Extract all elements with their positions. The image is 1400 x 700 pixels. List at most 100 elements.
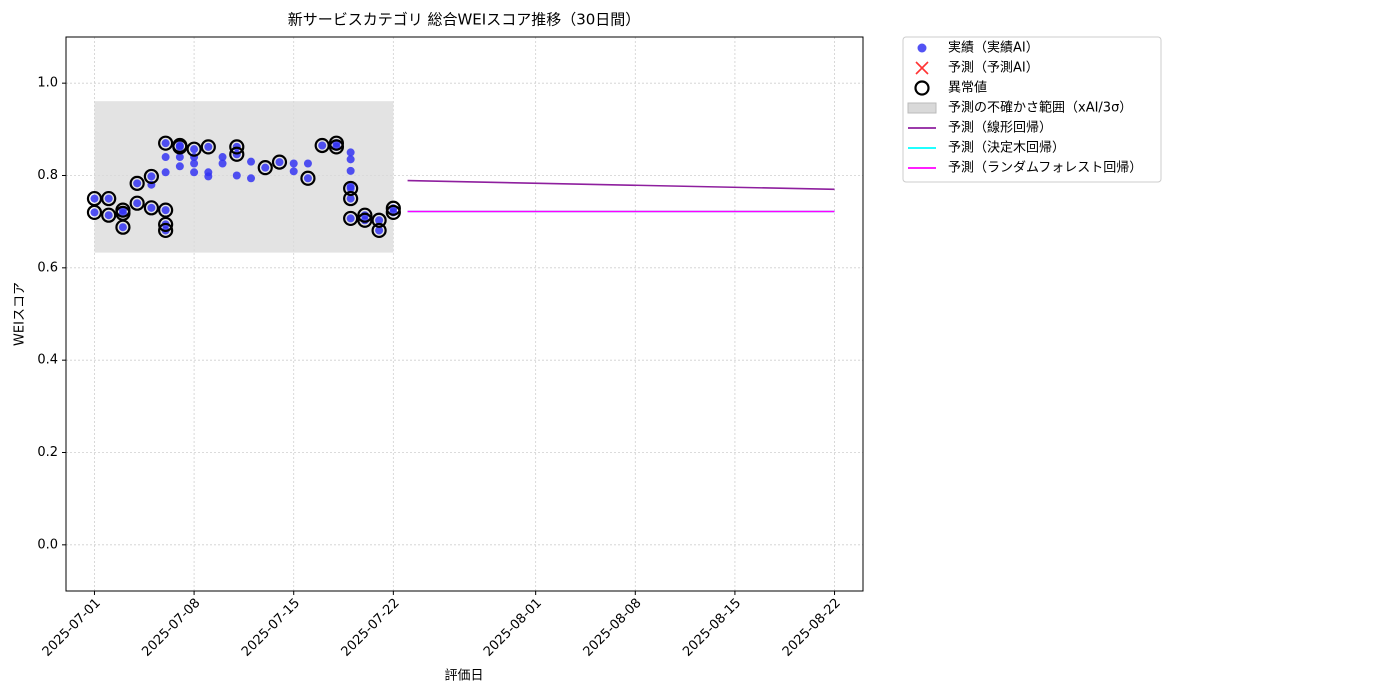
anomaly-marker bbox=[271, 154, 288, 170]
anomaly-marker bbox=[385, 200, 401, 216]
anomaly-marker bbox=[86, 204, 103, 221]
actual-point bbox=[104, 211, 113, 220]
anomaly-marker bbox=[200, 139, 216, 155]
actual-point bbox=[303, 159, 312, 168]
anomaly-marker bbox=[229, 139, 245, 155]
y-tick-label: 1.0 bbox=[37, 76, 58, 91]
anomaly-marker bbox=[357, 207, 373, 223]
anomaly-marker bbox=[158, 216, 174, 233]
anomaly-marker bbox=[328, 139, 345, 155]
actual-point bbox=[90, 194, 99, 203]
actual-point bbox=[289, 159, 298, 168]
actual-point bbox=[232, 171, 241, 180]
x-tick-label: 2025-07-08 bbox=[139, 596, 203, 660]
actual-point bbox=[247, 174, 256, 183]
anomaly-marker bbox=[300, 170, 316, 186]
actual-point bbox=[247, 157, 256, 166]
y-tick-label: 0.0 bbox=[37, 537, 58, 552]
legend-marker bbox=[907, 102, 937, 114]
x-tick-label: 2025-07-22 bbox=[339, 596, 403, 660]
actual-point bbox=[261, 163, 270, 172]
anomaly-marker bbox=[158, 202, 174, 218]
anomaly-marker bbox=[115, 219, 131, 235]
actual-point bbox=[133, 199, 142, 208]
actual-point bbox=[175, 153, 184, 162]
actual-point bbox=[175, 142, 184, 151]
legend-marker bbox=[917, 43, 927, 53]
x-tick-label: 2025-08-01 bbox=[481, 596, 545, 660]
actual-point bbox=[204, 172, 213, 181]
anomaly-marker bbox=[129, 195, 145, 211]
legend-label: 予測（ランダムフォレスト回帰） bbox=[948, 160, 1142, 176]
actual-point bbox=[133, 179, 142, 188]
actual-point bbox=[275, 158, 284, 167]
actual-point bbox=[375, 226, 384, 235]
anomaly-marker bbox=[158, 135, 174, 151]
anomaly-marker bbox=[314, 137, 330, 154]
forecast-line bbox=[407, 179, 835, 191]
actual-point bbox=[147, 172, 156, 181]
anomaly-marker bbox=[186, 141, 202, 157]
x-axis-label: 評価日 bbox=[444, 669, 483, 684]
actual-point bbox=[346, 155, 355, 164]
actual-point bbox=[104, 194, 113, 203]
actual-point bbox=[190, 145, 199, 154]
anomaly-marker bbox=[101, 190, 117, 207]
actual-point bbox=[218, 159, 227, 168]
anomaly-marker bbox=[343, 190, 359, 207]
anomaly-marker bbox=[143, 200, 159, 216]
actual-point bbox=[289, 167, 298, 176]
anomaly-marker bbox=[158, 222, 174, 239]
actual-point bbox=[346, 166, 355, 175]
y-axis-label: WEIスコア bbox=[13, 282, 28, 346]
actual-point bbox=[161, 206, 170, 215]
y-tick-label: 0.8 bbox=[37, 168, 58, 183]
x-tick-label: 2025-08-22 bbox=[780, 596, 844, 660]
actual-point bbox=[375, 216, 384, 225]
anomaly-marker bbox=[101, 207, 117, 223]
x-tick-label: 2025-07-15 bbox=[239, 596, 303, 660]
legend-label: 予測（決定木回帰） bbox=[948, 140, 1065, 156]
anomaly-marker bbox=[371, 222, 387, 239]
actual-point bbox=[190, 159, 199, 168]
actual-point bbox=[218, 153, 227, 162]
actual-point bbox=[346, 182, 355, 191]
legend-label: 予測の不確かさ範囲（xAI/3σ） bbox=[948, 100, 1132, 116]
legend-label: 実績（実績AI） bbox=[948, 40, 1039, 56]
actual-point bbox=[161, 168, 170, 177]
x-tick-label: 2025-08-08 bbox=[581, 596, 645, 660]
anomaly-marker bbox=[257, 160, 273, 176]
actual-point bbox=[346, 148, 355, 157]
actual-point bbox=[161, 153, 170, 162]
anomaly-marker bbox=[371, 212, 387, 228]
actual-point bbox=[204, 142, 213, 151]
actual-point bbox=[303, 174, 312, 183]
actual-point bbox=[90, 208, 99, 217]
actual-point bbox=[161, 139, 170, 148]
actual-point bbox=[346, 194, 355, 203]
y-tick-label: 0.2 bbox=[37, 445, 58, 460]
legend-box bbox=[902, 36, 1162, 183]
legend-label: 予測（線形回帰） bbox=[948, 120, 1052, 136]
legend-marker bbox=[914, 80, 930, 96]
anomaly-marker bbox=[343, 180, 359, 197]
actual-point bbox=[175, 162, 184, 171]
legend-label: 異常値 bbox=[948, 80, 987, 96]
anomaly-marker bbox=[172, 139, 188, 155]
y-tick-label: 0.4 bbox=[37, 353, 58, 368]
actual-point bbox=[147, 203, 156, 212]
actual-point bbox=[346, 214, 355, 223]
chart-title: 新サービスカテゴリ 総合WEIスコア推移（30日間） bbox=[288, 11, 641, 29]
legend-marker bbox=[915, 61, 929, 75]
plot-frame bbox=[65, 36, 864, 592]
actual-point bbox=[190, 168, 199, 177]
y-tick-label: 0.6 bbox=[37, 260, 58, 275]
anomaly-marker bbox=[129, 175, 145, 191]
anomaly-marker bbox=[143, 168, 159, 185]
actual-point bbox=[318, 141, 327, 150]
x-tick-label: 2025-07-01 bbox=[40, 596, 104, 660]
actual-point bbox=[118, 223, 127, 232]
anomaly-marker bbox=[357, 212, 373, 228]
x-tick-label: 2025-08-15 bbox=[680, 596, 744, 660]
